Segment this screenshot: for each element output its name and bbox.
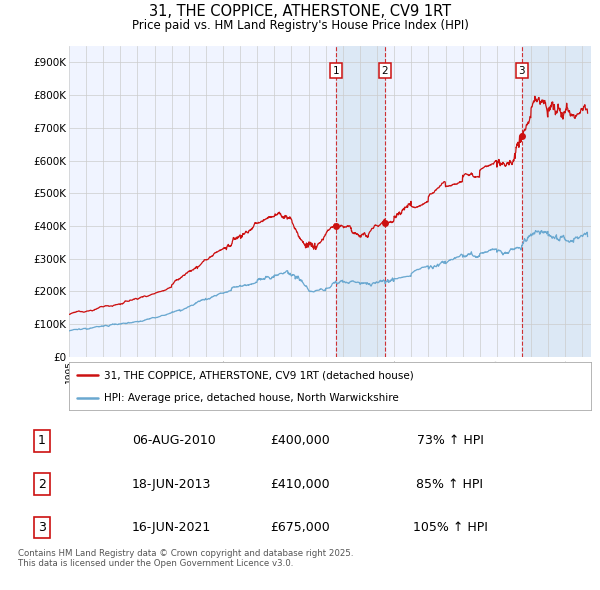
- Text: 3: 3: [518, 66, 525, 76]
- Text: 31, THE COPPICE, ATHERSTONE, CV9 1RT: 31, THE COPPICE, ATHERSTONE, CV9 1RT: [149, 4, 451, 19]
- Text: 18-JUN-2013: 18-JUN-2013: [132, 478, 211, 491]
- Text: 1: 1: [38, 434, 46, 447]
- Text: £675,000: £675,000: [270, 521, 330, 534]
- Text: 31, THE COPPICE, ATHERSTONE, CV9 1RT (detached house): 31, THE COPPICE, ATHERSTONE, CV9 1RT (de…: [104, 370, 414, 380]
- Text: HPI: Average price, detached house, North Warwickshire: HPI: Average price, detached house, Nort…: [104, 393, 399, 403]
- Text: 2: 2: [38, 478, 46, 491]
- Text: £410,000: £410,000: [270, 478, 330, 491]
- Text: 105% ↑ HPI: 105% ↑ HPI: [413, 521, 487, 534]
- Text: Contains HM Land Registry data © Crown copyright and database right 2025.
This d: Contains HM Land Registry data © Crown c…: [18, 549, 353, 568]
- Text: 2: 2: [382, 66, 388, 76]
- Text: 1: 1: [332, 66, 339, 76]
- Bar: [521, 46, 591, 357]
- Bar: [335, 46, 385, 357]
- Text: 73% ↑ HPI: 73% ↑ HPI: [416, 434, 484, 447]
- Text: £400,000: £400,000: [270, 434, 330, 447]
- Text: Price paid vs. HM Land Registry's House Price Index (HPI): Price paid vs. HM Land Registry's House …: [131, 19, 469, 32]
- Text: 85% ↑ HPI: 85% ↑ HPI: [416, 478, 484, 491]
- Text: 16-JUN-2021: 16-JUN-2021: [132, 521, 211, 534]
- Text: 06-AUG-2010: 06-AUG-2010: [132, 434, 216, 447]
- Text: 3: 3: [38, 521, 46, 534]
